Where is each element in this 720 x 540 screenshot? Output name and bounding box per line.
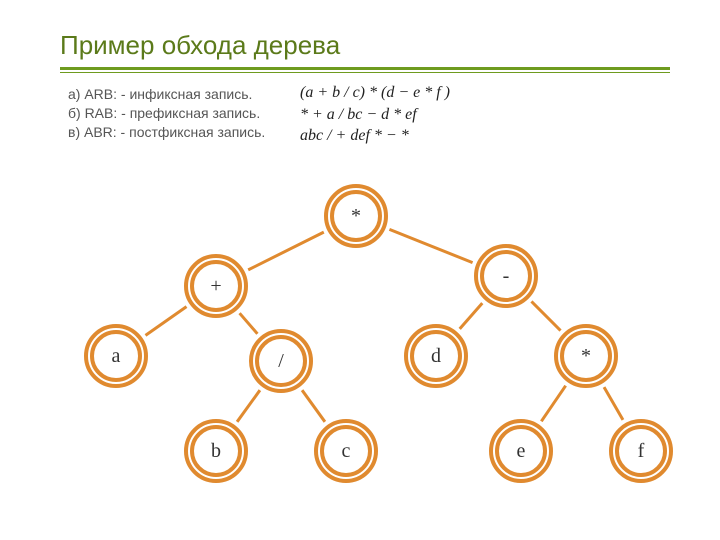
tree-node-minus: - bbox=[480, 250, 532, 302]
tree-node-plus: + bbox=[190, 260, 242, 312]
tree-edge bbox=[604, 387, 623, 420]
formula-prefix: * + a / bc − d * ef bbox=[300, 104, 450, 126]
tree-edge bbox=[389, 229, 472, 262]
tree-edge bbox=[237, 390, 260, 422]
tree-edge bbox=[531, 301, 560, 330]
tree-node-b: b bbox=[190, 425, 242, 477]
tree-node-root: * bbox=[330, 190, 382, 242]
page-title: Пример обхода дерева bbox=[60, 30, 670, 61]
slide: Пример обхода дерева а) ARB: - инфиксная… bbox=[0, 0, 720, 540]
tree-edge bbox=[240, 313, 258, 334]
tree-node-a: a bbox=[90, 330, 142, 382]
tree-node-mul2: * bbox=[560, 330, 612, 382]
tree-node-e: e bbox=[495, 425, 547, 477]
formula-infix: (a + b / c) * (d − e * f ) bbox=[300, 82, 450, 104]
formulas: (a + b / c) * (d − e * f ) * + a / bc − … bbox=[300, 82, 450, 147]
tree-edge bbox=[248, 232, 324, 270]
title-divider bbox=[60, 67, 670, 73]
expression-tree: * + - a / d * b c e f bbox=[40, 180, 680, 520]
tree-node-f: f bbox=[615, 425, 667, 477]
formula-postfix: abc / + def * − * bbox=[300, 125, 450, 147]
tree-edge bbox=[541, 386, 565, 422]
tree-node-d: d bbox=[410, 330, 462, 382]
tree-edge bbox=[145, 307, 186, 336]
tree-edge bbox=[460, 303, 483, 329]
tree-node-c: c bbox=[320, 425, 372, 477]
tree-node-div: / bbox=[255, 335, 307, 387]
tree-edge bbox=[302, 390, 325, 422]
